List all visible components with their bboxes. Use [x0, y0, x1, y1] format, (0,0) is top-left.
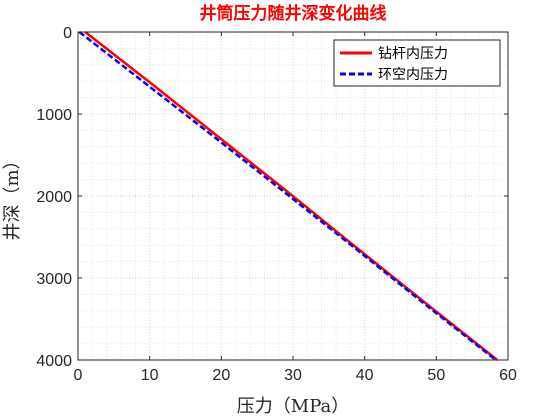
- x-tick-label: 0: [74, 367, 83, 384]
- y-tick-label: 3000: [36, 271, 72, 288]
- series-layer: [78, 31, 499, 361]
- legend-label-annulus: 环空内压力: [378, 67, 448, 83]
- y-tick-label: 2000: [36, 189, 72, 206]
- x-tick-label: 50: [427, 367, 445, 384]
- y-tick-label: 0: [63, 25, 72, 42]
- y-tick-label: 1000: [36, 107, 72, 124]
- ticks: 0 10 20 30 40 50 60 0 1000 2000 3000 4000: [36, 25, 517, 384]
- x-tick-label: 60: [499, 367, 517, 384]
- y-axis-label: 井深（m）: [2, 151, 23, 240]
- x-tick-label: 10: [141, 367, 159, 384]
- legend-label-drill-pipe: 钻杆内压力: [378, 46, 448, 62]
- grid: [77, 31, 509, 361]
- chart-title: 井筒压力随井深变化曲线: [200, 3, 387, 24]
- series-line-drill-pipe: [84, 31, 499, 361]
- x-tick-label: 40: [356, 367, 374, 384]
- series-line-annulus: [78, 31, 497, 361]
- x-tick-label: 20: [212, 367, 230, 384]
- legend: 钻杆内压力 环空内压力: [333, 39, 501, 87]
- x-tick-label: 30: [284, 367, 302, 384]
- legend-box: [333, 39, 501, 87]
- y-tick-label: 4000: [36, 353, 72, 370]
- x-axis-label: 压力（MPa）: [237, 396, 349, 417]
